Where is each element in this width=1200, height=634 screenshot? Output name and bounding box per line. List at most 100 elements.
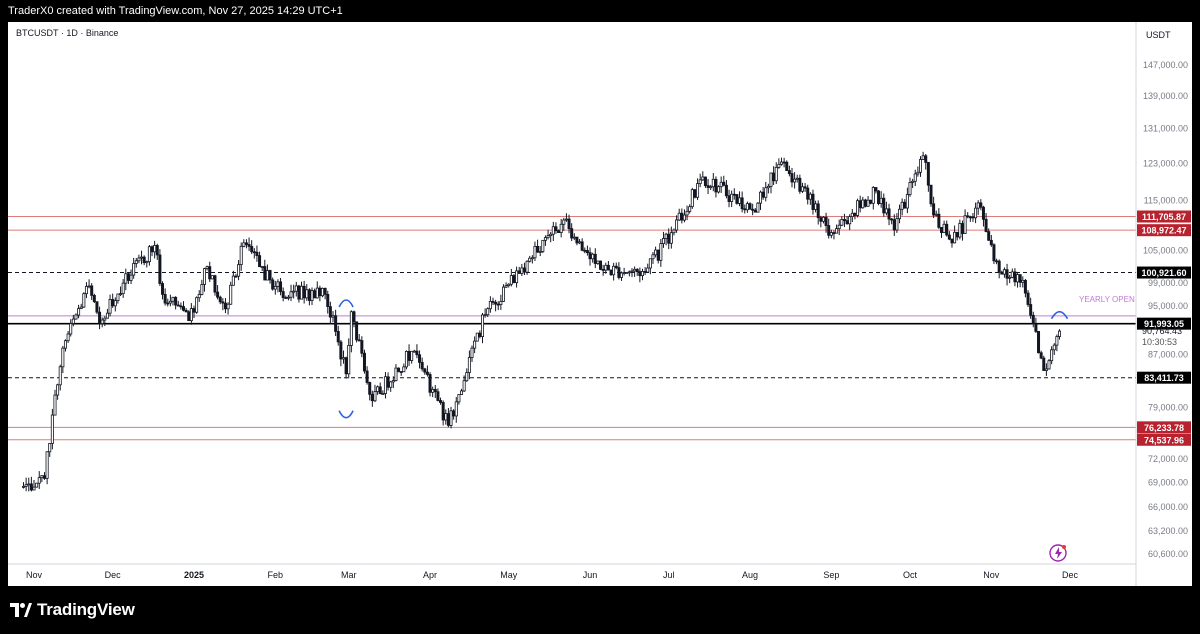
- price-level-label: 111,705.87: [1137, 210, 1191, 223]
- candle: [806, 184, 810, 205]
- candle: [179, 302, 183, 310]
- candle: [947, 231, 951, 241]
- candle: [441, 400, 445, 426]
- candle: [239, 242, 243, 271]
- candle: [724, 180, 728, 199]
- candle: [798, 174, 802, 194]
- candle: [711, 172, 715, 192]
- candle: [504, 282, 508, 289]
- candle: [622, 267, 626, 276]
- candle: [307, 288, 311, 306]
- candle: [525, 260, 529, 275]
- price-chart[interactable]: YEARLY OPEN 60,600.0063,200.0066,000.006…: [8, 22, 1192, 586]
- candle: [557, 229, 561, 234]
- candle: [473, 336, 477, 354]
- candle: [478, 330, 482, 339]
- candle: [861, 196, 865, 209]
- annotations-layer: [338, 299, 1069, 419]
- candle: [997, 259, 1001, 279]
- candle: [617, 262, 621, 280]
- candle: [92, 293, 96, 304]
- candle: [633, 266, 637, 277]
- y-tick-label: 69,000.00: [1148, 477, 1188, 487]
- y-tick-label: 115,000.00: [1144, 195, 1188, 205]
- tradingview-logo[interactable]: TradingView: [10, 600, 135, 620]
- candle: [116, 293, 120, 304]
- y-tick-label: 87,000.00: [1148, 349, 1188, 359]
- arc-annotation-top[interactable]: [1050, 310, 1069, 320]
- candle: [921, 151, 925, 160]
- footer: TradingView: [0, 586, 1200, 634]
- arc-annotation-bottom[interactable]: [338, 410, 354, 419]
- candle: [580, 238, 584, 252]
- candle: [229, 281, 233, 305]
- candle: [717, 185, 721, 194]
- x-tick-label: May: [500, 570, 518, 580]
- y-tick-label: 95,000.00: [1148, 301, 1188, 311]
- candle: [667, 228, 671, 250]
- candle: [218, 295, 222, 305]
- candle: [853, 212, 857, 220]
- arc-annotation-top[interactable]: [338, 299, 354, 308]
- candle: [924, 153, 928, 170]
- candle: [1016, 273, 1020, 288]
- candle: [216, 285, 220, 300]
- candle: [551, 221, 555, 241]
- candle: [953, 225, 957, 244]
- candle: [835, 224, 839, 234]
- price-level-label: 76,233.78: [1137, 421, 1191, 434]
- candle: [126, 272, 130, 285]
- y-tick-label: 123,000.00: [1143, 158, 1188, 168]
- candle: [759, 190, 763, 210]
- candle: [1050, 346, 1054, 365]
- candle: [250, 240, 254, 255]
- candle: [701, 171, 705, 181]
- candle: [669, 226, 673, 249]
- candle: [567, 214, 571, 234]
- candle: [832, 230, 836, 240]
- candle: [761, 186, 765, 200]
- candle: [134, 257, 138, 268]
- candle: [908, 177, 912, 197]
- candle: [137, 254, 141, 264]
- x-tick-label: Dec: [105, 570, 122, 580]
- candle: [572, 233, 576, 241]
- candle: [90, 283, 94, 300]
- candle: [163, 288, 167, 306]
- candle: [263, 259, 267, 281]
- candle: [934, 210, 938, 217]
- candle: [360, 336, 364, 358]
- candle: [1029, 297, 1033, 319]
- candle: [562, 217, 566, 231]
- candle: [499, 294, 503, 310]
- candle: [404, 350, 408, 370]
- candle: [449, 406, 453, 429]
- candle: [793, 172, 797, 189]
- candle: [919, 156, 923, 177]
- candles-layer: [22, 151, 1062, 492]
- candle: [124, 268, 128, 291]
- candle: [226, 302, 230, 315]
- x-tick-label: Nov: [26, 570, 43, 580]
- candle: [995, 258, 999, 265]
- candle: [648, 258, 652, 275]
- candle: [911, 178, 915, 189]
- candle: [659, 239, 663, 267]
- candle: [171, 296, 175, 306]
- candle: [905, 187, 909, 214]
- candle: [197, 290, 201, 302]
- svg-text:100,921.60: 100,921.60: [1141, 268, 1186, 278]
- y-tick-label: 139,000.00: [1143, 91, 1188, 101]
- candle: [593, 248, 597, 269]
- candle: [903, 199, 907, 209]
- candle: [703, 176, 707, 188]
- candle: [599, 260, 603, 271]
- lightning-icon[interactable]: [1049, 544, 1067, 562]
- candle: [570, 223, 574, 241]
- candle: [882, 193, 886, 217]
- candle: [517, 266, 521, 274]
- candle: [879, 191, 883, 208]
- candle: [1013, 268, 1017, 287]
- candle: [520, 263, 524, 276]
- candle: [244, 239, 248, 249]
